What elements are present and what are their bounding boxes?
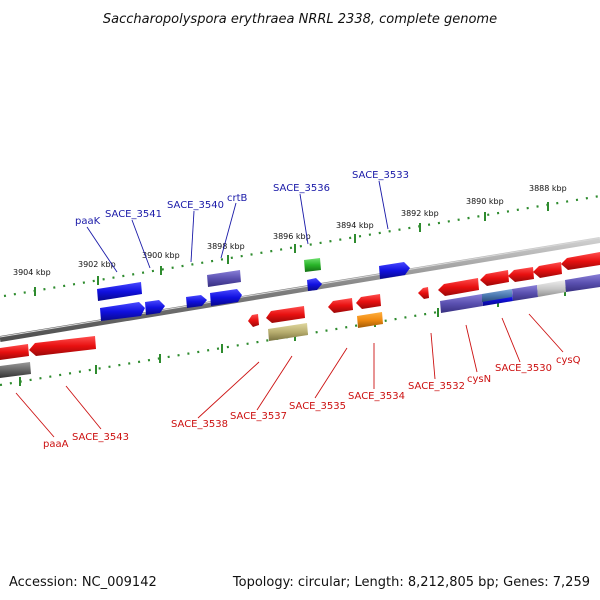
gene-cysN[interactable] <box>438 278 479 296</box>
gene-khaki[interactable] <box>268 323 308 341</box>
gene-forward-a[interactable] <box>100 302 145 321</box>
gene-label-SACE_3536[interactable]: SACE_3536 <box>273 183 330 194</box>
gene-label-SACE_3538[interactable]: SACE_3538 <box>171 419 228 430</box>
gene-SACE_3533[interactable] <box>379 262 410 279</box>
scale-label: 3896 kbp <box>273 232 311 241</box>
scale-label: 3900 kbp <box>142 251 180 260</box>
gene-label-paaK[interactable]: paaK <box>75 216 101 227</box>
gene-reverse-d[interactable] <box>508 267 534 282</box>
genome-backbone <box>0 237 600 342</box>
gene-label-SACE_3541[interactable]: SACE_3541 <box>105 209 162 220</box>
gene-SACE_3534[interactable] <box>357 312 383 328</box>
scale-label: 3888 kbp <box>529 184 567 193</box>
scale-label: 3890 kbp <box>466 197 504 206</box>
gene-label-cysQ[interactable]: cysQ <box>556 355 581 366</box>
gene-label-paaA[interactable]: paaA <box>43 439 69 450</box>
gene-label-SACE_3543[interactable]: SACE_3543 <box>72 432 129 443</box>
gene-forward-b[interactable] <box>210 289 242 306</box>
scale-label: 3894 kbp <box>336 221 374 230</box>
forward-gene-labels: paaK SACE_3541 SACE_3540 crtB SACE_3536 … <box>75 170 409 227</box>
gene-purple-c[interactable] <box>565 274 600 292</box>
accession-text: Accession: NC_009142 <box>9 575 157 590</box>
gene-forward-c[interactable] <box>307 278 322 291</box>
scale-label: 3892 kbp <box>401 209 439 218</box>
gene-paaA[interactable] <box>0 344 29 360</box>
gene-SACE_3535[interactable] <box>328 298 353 313</box>
gene-label-crtB[interactable]: crtB <box>227 193 248 204</box>
gene-reverse-b[interactable] <box>356 294 381 309</box>
gene-SACE_3537[interactable] <box>266 306 305 323</box>
gene-label-SACE_3532[interactable]: SACE_3532 <box>408 381 465 392</box>
gene-crtB[interactable] <box>207 270 241 287</box>
scale-label: 3898 kbp <box>207 242 245 251</box>
forward-genes <box>97 258 513 321</box>
gene-label-SACE_3535[interactable]: SACE_3535 <box>289 401 346 412</box>
scale-label: 3904 kbp <box>13 268 51 277</box>
gene-grey-left[interactable] <box>0 362 31 378</box>
gene-SACE_3536[interactable] <box>304 258 321 272</box>
gene-reverse-e[interactable] <box>533 262 562 278</box>
gene-label-SACE_3540[interactable]: SACE_3540 <box>167 200 224 211</box>
gene-SACE_3543[interactable] <box>29 336 96 356</box>
reverse-gene-labels: paaA SACE_3543 SACE_3538 SACE_3537 SACE_… <box>43 355 581 450</box>
gene-label-SACE_3537[interactable]: SACE_3537 <box>230 411 287 422</box>
gene-reverse-f[interactable] <box>561 252 600 270</box>
map-title: Saccharopolyspora erythraea NRRL 2338, c… <box>103 12 497 27</box>
forward-leaders <box>86 180 389 273</box>
gene-reverse-c[interactable] <box>480 270 509 286</box>
gene-SACE_3532[interactable] <box>418 287 429 299</box>
gene-purple-b[interactable] <box>512 285 538 301</box>
gene-SACE_3530[interactable] <box>440 294 483 313</box>
gene-SACE_3538[interactable] <box>248 314 259 327</box>
gene-steel[interactable] <box>482 289 512 302</box>
gene-cysQ[interactable] <box>537 280 566 297</box>
gene-SACE_3541[interactable] <box>145 300 165 315</box>
scale-label: 3902 kbp <box>78 260 116 269</box>
gene-paaK[interactable] <box>97 282 142 301</box>
gene-SACE_3540[interactable] <box>186 295 207 308</box>
reverse-genes <box>0 252 600 378</box>
gene-label-SACE_3533[interactable]: SACE_3533 <box>352 170 409 181</box>
gene-label-SACE_3530[interactable]: SACE_3530 <box>495 363 552 374</box>
scale-labels: 3904 kbp 3902 kbp 3900 kbp 3898 kbp 3896… <box>13 184 567 277</box>
gene-label-SACE_3534[interactable]: SACE_3534 <box>348 391 405 402</box>
genome-summary-text: Topology: circular; Length: 8,212,805 bp… <box>232 575 590 590</box>
forward-scale-ruler <box>3 194 600 298</box>
gene-label-cysN[interactable]: cysN <box>467 374 491 385</box>
reverse-leaders <box>15 313 564 438</box>
